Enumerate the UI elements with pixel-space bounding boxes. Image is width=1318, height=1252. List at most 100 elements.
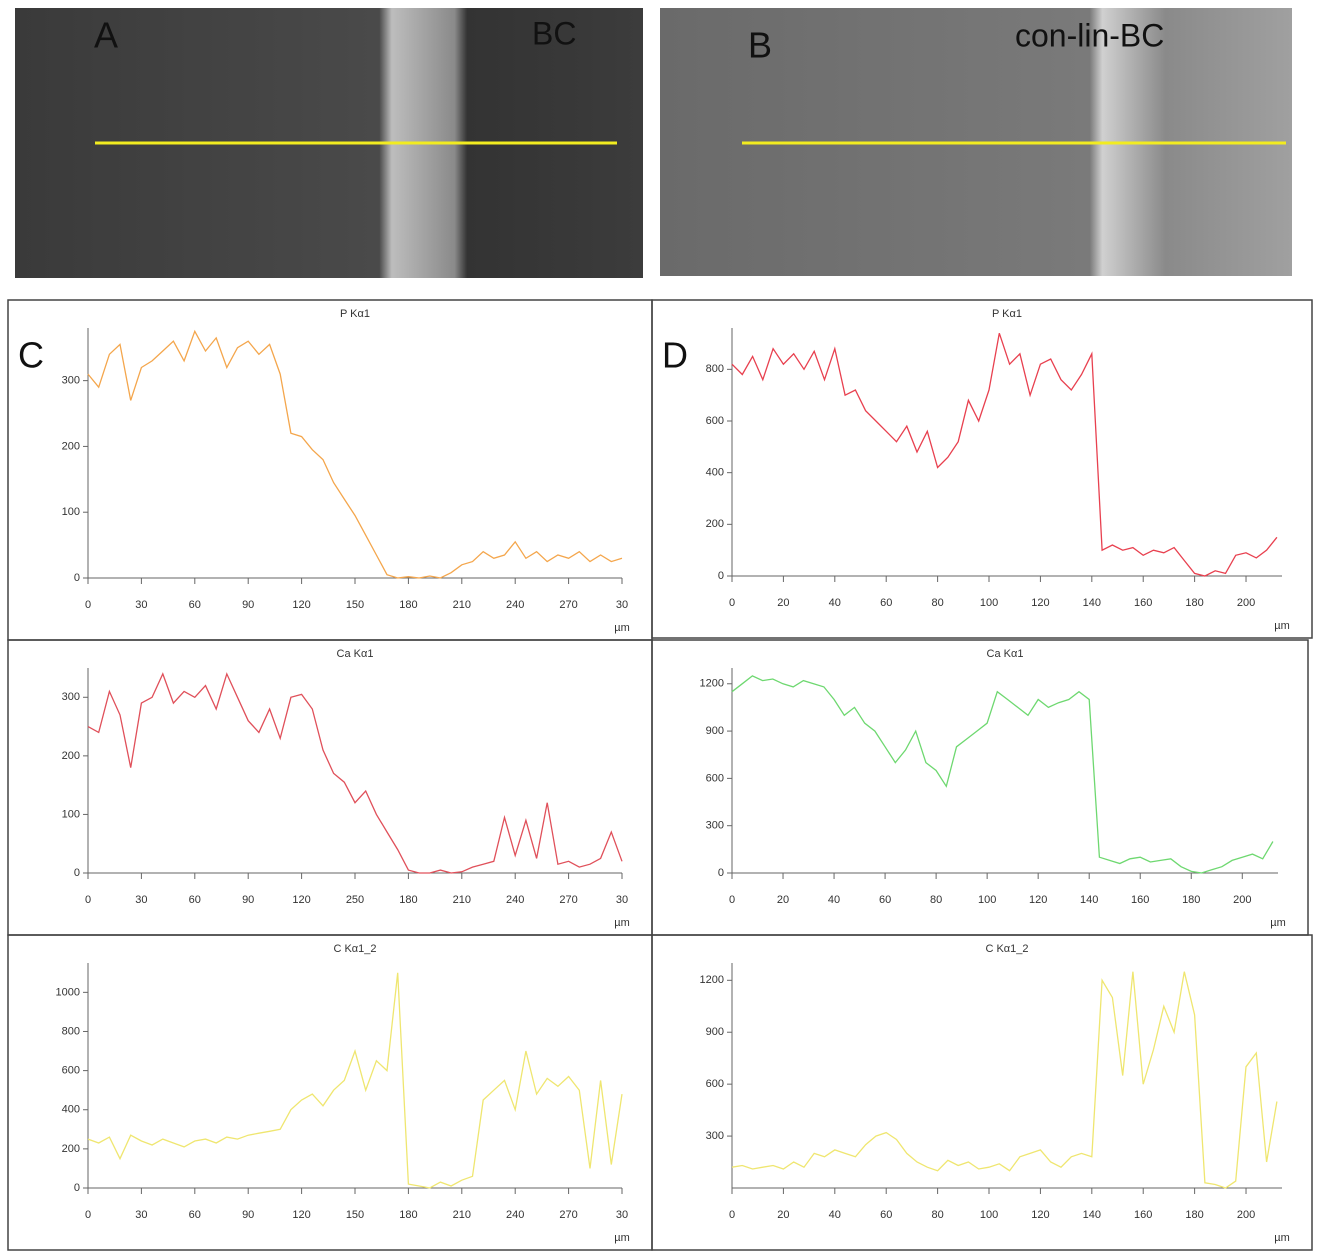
y-tick-label: 300 — [62, 691, 80, 703]
x-tick-label: 120 — [292, 894, 310, 906]
x-tick-label: 140 — [1080, 894, 1098, 906]
x-axis-label: µm — [614, 917, 630, 929]
y-tick-label: 600 — [706, 1078, 724, 1090]
x-tick-label: 0 — [729, 597, 735, 609]
x-axis-label: µm — [614, 1232, 630, 1244]
y-tick-label: 100 — [62, 808, 80, 820]
chart-frame — [7, 299, 653, 641]
chart-title: P Kα1 — [992, 308, 1022, 320]
x-tick-label: 210 — [453, 894, 471, 906]
x-tick-label: 120 — [1031, 1209, 1049, 1221]
x-tick-label: 140 — [1083, 597, 1101, 609]
data-line — [87, 329, 623, 579]
x-tick-label: 250 — [346, 894, 364, 906]
x-tick-label: 60 — [189, 1209, 201, 1221]
y-tick-label: 400 — [62, 1104, 80, 1116]
panel-label: C — [18, 335, 44, 376]
x-tick-label: 120 — [1029, 894, 1047, 906]
chart-title: C Kα1_2 — [333, 943, 376, 955]
x-tick-label: 20 — [777, 1209, 789, 1221]
x-tick-label: 40 — [828, 894, 840, 906]
y-tick-label: 300 — [706, 820, 724, 832]
x-axis-label: µm — [1274, 620, 1290, 632]
x-tick-label: 20 — [777, 894, 789, 906]
x-tick-label: 200 — [1233, 894, 1251, 906]
chart-frame — [651, 639, 1309, 936]
x-tick-label: 60 — [880, 1209, 892, 1221]
x-tick-label: 160 — [1134, 1209, 1152, 1221]
x-tick-label: 30 — [616, 1209, 628, 1221]
x-tick-label: 240 — [506, 894, 524, 906]
x-tick-label: 210 — [453, 1209, 471, 1221]
x-tick-label: 60 — [879, 894, 891, 906]
x-tick-label: 160 — [1134, 597, 1152, 609]
x-tick-label: 150 — [346, 1209, 364, 1221]
data-line — [731, 971, 1278, 1189]
x-tick-label: 180 — [399, 894, 417, 906]
chart-frame — [7, 639, 653, 936]
image-label: B — [748, 25, 772, 66]
y-tick-label: 0 — [74, 867, 80, 879]
data-line — [731, 675, 1274, 874]
x-tick-label: 30 — [616, 599, 628, 611]
x-tick-label: 240 — [506, 599, 524, 611]
y-tick-label: 600 — [706, 772, 724, 784]
x-tick-label: 30 — [135, 599, 147, 611]
x-tick-label: 40 — [829, 597, 841, 609]
x-tick-label: 270 — [559, 599, 577, 611]
x-tick-label: 200 — [1237, 1209, 1255, 1221]
y-tick-label: 0 — [74, 572, 80, 584]
y-tick-label: 200 — [62, 440, 80, 452]
x-axis-label: µm — [1270, 917, 1286, 929]
panel-label: D — [662, 335, 688, 376]
x-axis-label: µm — [1274, 1232, 1290, 1244]
x-tick-label: 90 — [242, 894, 254, 906]
x-tick-label: 120 — [1031, 597, 1049, 609]
y-tick-label: 800 — [62, 1025, 80, 1037]
x-axis-label: µm — [614, 622, 630, 634]
chart-frame — [651, 299, 1313, 639]
data-line — [87, 672, 623, 874]
x-tick-label: 180 — [399, 1209, 417, 1221]
y-tick-label: 200 — [706, 518, 724, 530]
chart-title: Ca Kα1 — [337, 648, 374, 660]
chart-title: C Kα1_2 — [985, 943, 1028, 955]
x-tick-label: 60 — [880, 597, 892, 609]
x-tick-label: 60 — [189, 599, 201, 611]
y-tick-label: 100 — [62, 506, 80, 518]
x-tick-label: 100 — [980, 597, 998, 609]
x-tick-label: 200 — [1237, 597, 1255, 609]
x-tick-label: 160 — [1131, 894, 1149, 906]
x-tick-label: 80 — [930, 894, 942, 906]
x-tick-label: 180 — [1185, 597, 1203, 609]
y-tick-label: 800 — [706, 363, 724, 375]
y-tick-label: 1200 — [700, 974, 724, 986]
chart-frame — [7, 934, 653, 1251]
x-tick-label: 120 — [292, 599, 310, 611]
data-line — [87, 972, 623, 1189]
x-tick-label: 90 — [242, 1209, 254, 1221]
y-tick-label: 600 — [62, 1065, 80, 1077]
x-tick-label: 100 — [980, 1209, 998, 1221]
x-tick-label: 270 — [559, 894, 577, 906]
x-tick-label: 180 — [1182, 894, 1200, 906]
x-tick-label: 40 — [829, 1209, 841, 1221]
x-tick-label: 60 — [189, 894, 201, 906]
x-tick-label: 140 — [1083, 1209, 1101, 1221]
y-tick-label: 200 — [62, 1143, 80, 1155]
image-caption: con-lin-BC — [1015, 17, 1164, 53]
x-tick-label: 0 — [729, 1209, 735, 1221]
data-line — [731, 332, 1278, 577]
y-tick-label: 0 — [74, 1182, 80, 1194]
y-tick-label: 200 — [62, 750, 80, 762]
image-caption: BC — [532, 15, 576, 51]
x-tick-label: 120 — [292, 1209, 310, 1221]
x-tick-label: 0 — [85, 599, 91, 611]
x-tick-label: 80 — [931, 1209, 943, 1221]
y-tick-label: 1200 — [700, 678, 724, 690]
x-tick-label: 0 — [85, 1209, 91, 1221]
x-tick-label: 270 — [559, 1209, 577, 1221]
x-tick-label: 80 — [931, 597, 943, 609]
x-tick-label: 30 — [135, 894, 147, 906]
x-tick-label: 150 — [346, 599, 364, 611]
